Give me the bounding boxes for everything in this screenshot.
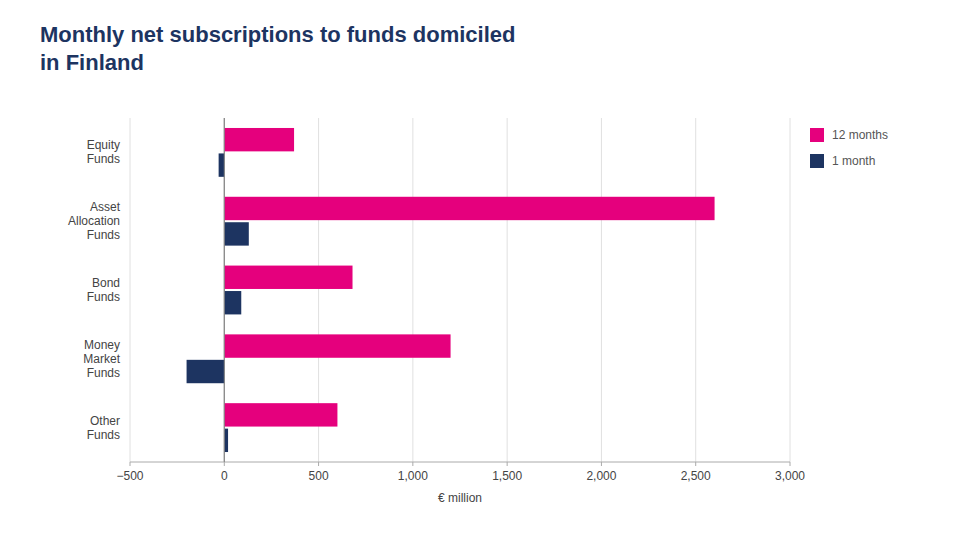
category-label: BondFunds [87,276,120,304]
zero-line [224,118,225,462]
category-label: EquityFunds [87,138,120,166]
background [0,0,960,540]
zero-line [224,118,225,462]
legend-label: 12 months [832,128,888,142]
bar [187,360,225,383]
legend-swatch [810,154,824,168]
text-line: Funds [87,366,120,380]
text-line: Asset [90,200,121,214]
tick-mark [601,462,602,466]
tick-label: 2,000 [586,469,616,483]
grid [130,118,790,462]
text-line: Equity [87,138,120,152]
x-axis-line [130,462,790,463]
text-line: Money [84,338,120,352]
tick-label: 0 [221,469,228,483]
text-line: Market [83,352,120,366]
category-label: OtherFunds [87,414,120,442]
tick-label: 500 [309,469,329,483]
tick-mark [130,462,131,466]
text-line: Funds [87,152,120,166]
text-line: Funds [87,428,120,442]
bar [224,128,294,151]
chart-svg: Monthly net subscriptions to funds domic… [0,0,960,540]
category-label: MoneyMarketFunds [83,338,120,380]
legend-label: 1 month [832,154,875,168]
grid-line [507,118,508,462]
chart-container: Monthly net subscriptions to funds domic… [0,0,960,540]
text-line: Bond [92,276,120,290]
x-axis-label: € million [438,491,482,505]
grid-line [412,118,413,462]
title: Monthly net subscriptions to funds domic… [40,22,515,75]
text-line: Funds [87,228,120,242]
grid-line [790,118,791,462]
bar [224,429,228,452]
bar [224,266,352,289]
tick-mark [412,462,413,466]
legend: 12 months 1 month [810,128,888,168]
tick-label: −500 [116,469,143,483]
bar [224,197,714,220]
tick-label: 3,000 [775,469,805,483]
tick-label: 2,500 [681,469,711,483]
tick-label: 1,500 [492,469,522,483]
x-ticks: −500 0 500 1,000 1,500 2,000 2,500 3,000 [116,462,805,483]
grid-line [695,118,696,462]
grid-line [130,118,131,462]
tick-mark [224,462,225,466]
text-line: Other [90,414,120,428]
tick-mark [695,462,696,466]
bar [219,153,225,176]
tick-label: 1,000 [398,469,428,483]
text-line: Monthly net subscriptions to funds domic… [40,22,515,47]
legend-swatch [810,128,824,142]
bar [224,403,337,426]
text-line: Funds [87,290,120,304]
bars [187,128,715,452]
grid-line [601,118,602,462]
bar [224,222,249,245]
tick-mark [790,462,791,466]
tick-mark [318,462,319,466]
bar [224,291,241,314]
text-line: in Finland [40,50,144,75]
category-label: AssetAllocationFunds [68,200,121,242]
tick-mark [507,462,508,466]
text-line: Allocation [68,214,120,228]
bar [224,334,450,357]
